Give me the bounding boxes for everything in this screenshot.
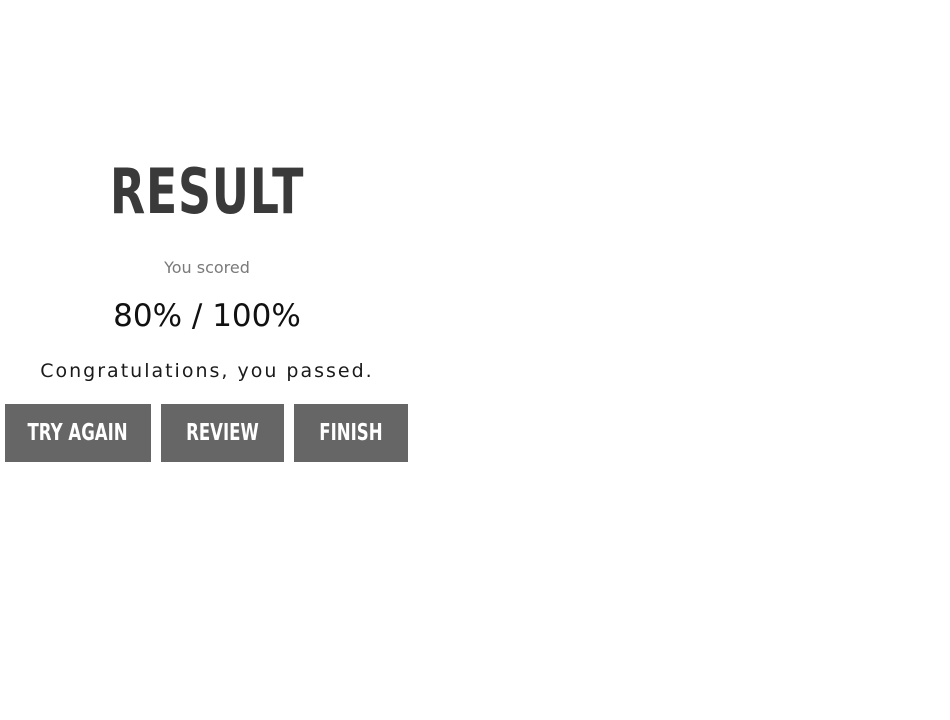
review-label: REVIEW xyxy=(186,420,259,446)
try-again-button[interactable]: TRY AGAIN xyxy=(5,404,151,462)
pass-message: Congratulations, you passed. xyxy=(40,360,374,382)
result-title: RESULT xyxy=(109,155,305,228)
result-panel: RESULT You scored 80% / 100% Congratulat… xyxy=(0,0,414,720)
finish-button[interactable]: FINISH xyxy=(294,404,408,462)
finish-label: FINISH xyxy=(319,420,383,446)
try-again-label: TRY AGAIN xyxy=(27,420,129,446)
score-value: 80% / 100% xyxy=(113,298,301,334)
scored-label: You scored xyxy=(164,258,250,277)
review-button[interactable]: REVIEW xyxy=(161,404,284,462)
